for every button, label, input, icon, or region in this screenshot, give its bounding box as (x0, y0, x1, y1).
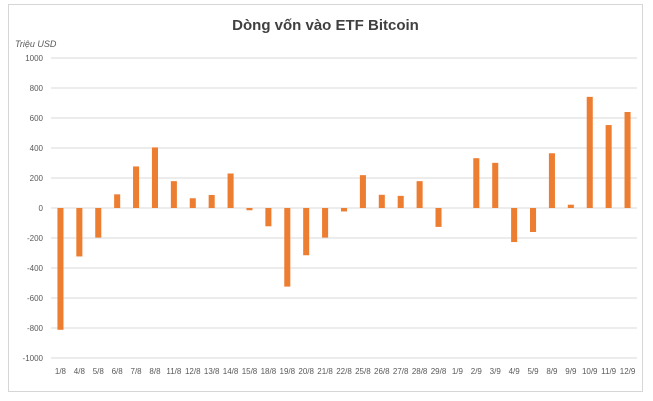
bar-12-9 (624, 112, 631, 208)
x-tick-label: 5/8 (93, 367, 105, 376)
bar-19-8 (284, 208, 291, 287)
bar-9-9 (567, 204, 574, 208)
bar-18-8 (265, 208, 272, 227)
x-tick-label: 21/8 (317, 367, 333, 376)
bar-27-8 (397, 195, 404, 208)
x-tick-label: 1/9 (452, 367, 464, 376)
x-tick-label: 27/8 (393, 367, 409, 376)
x-tick-label: 18/8 (261, 367, 277, 376)
x-tick-label: 25/8 (355, 367, 371, 376)
y-axis-unit-label: Triệu USD (15, 39, 57, 49)
y-tick-label: -1000 (23, 354, 44, 363)
x-tick-label: 26/8 (374, 367, 390, 376)
bar-10-9 (586, 96, 593, 208)
bar-15-8 (246, 208, 253, 211)
x-tick-label: 12/8 (185, 367, 201, 376)
bar-4-8 (76, 208, 83, 257)
x-tick-label: 3/9 (490, 367, 502, 376)
bar-7-8 (133, 166, 140, 208)
bar-20-8 (303, 208, 310, 256)
y-tick-label: 1000 (25, 54, 43, 63)
x-tick-label: 8/9 (546, 367, 558, 376)
chart-frame: Dòng vốn vào ETF Bitcoin Triệu USD 1000 8… (8, 4, 643, 392)
bar-29-8 (435, 208, 442, 227)
x-tick-label: 28/8 (412, 367, 428, 376)
bar-6-8 (114, 194, 121, 208)
bar-11-9 (605, 125, 612, 208)
x-tick-label: 1/8 (55, 367, 67, 376)
bar-3-9 (492, 162, 499, 208)
x-tick-label: 20/8 (298, 367, 314, 376)
x-tick-label: 4/8 (74, 367, 86, 376)
bar-4-9 (511, 208, 518, 243)
x-tick-label: 13/8 (204, 367, 220, 376)
x-tick-label: 10/9 (582, 367, 598, 376)
x-tick-label: 29/8 (431, 367, 447, 376)
x-tick-label: 15/8 (242, 367, 258, 376)
bar-2-9 (473, 158, 480, 208)
bar-14-8 (227, 173, 234, 208)
y-tick-label: 400 (30, 144, 44, 153)
bar-13-8 (208, 194, 215, 208)
x-tick-label: 2/9 (471, 367, 483, 376)
chart-title: Dòng vốn vào ETF Bitcoin (232, 17, 419, 34)
y-tick-label: 200 (30, 174, 44, 183)
bar-25-8 (359, 175, 366, 208)
bar-5-9 (530, 208, 537, 232)
x-tick-label: 11/9 (601, 367, 617, 376)
bar-5-8 (95, 208, 102, 238)
x-tick-label: 11/8 (166, 367, 182, 376)
bar-1-8 (57, 208, 64, 330)
x-tick-label: 14/8 (223, 367, 239, 376)
x-tick-label: 8/8 (149, 367, 161, 376)
x-tick-label: 22/8 (336, 367, 352, 376)
x-tick-label: 4/9 (509, 367, 521, 376)
bar-28-8 (416, 181, 423, 208)
x-tick-label: 12/9 (620, 367, 636, 376)
y-tick-label: -800 (27, 324, 44, 333)
y-tick-label: -600 (27, 294, 44, 303)
y-tick-label: 600 (30, 114, 44, 123)
x-tick-label: 9/9 (565, 367, 577, 376)
bar-12-8 (189, 198, 196, 208)
y-tick-label: -400 (27, 264, 44, 273)
bar-21-8 (322, 208, 329, 238)
bar-11-8 (170, 181, 177, 208)
bar-22-8 (340, 208, 348, 212)
x-tick-label: 19/8 (280, 367, 296, 376)
x-tick-label: 5/9 (527, 367, 539, 376)
y-tick-label: 0 (39, 204, 44, 213)
x-tick-label: 7/8 (131, 367, 143, 376)
y-tick-label: 800 (30, 84, 44, 93)
x-tick-label: 6/8 (112, 367, 124, 376)
y-tick-label: -200 (27, 234, 44, 243)
bar-26-8 (378, 194, 385, 208)
bar-chart: 1000 800 600 400 200 0 -200 -400 -600 -800 -1000 1/… (23, 54, 637, 376)
bar-8-9 (548, 153, 555, 208)
bar-8-8 (151, 147, 158, 208)
